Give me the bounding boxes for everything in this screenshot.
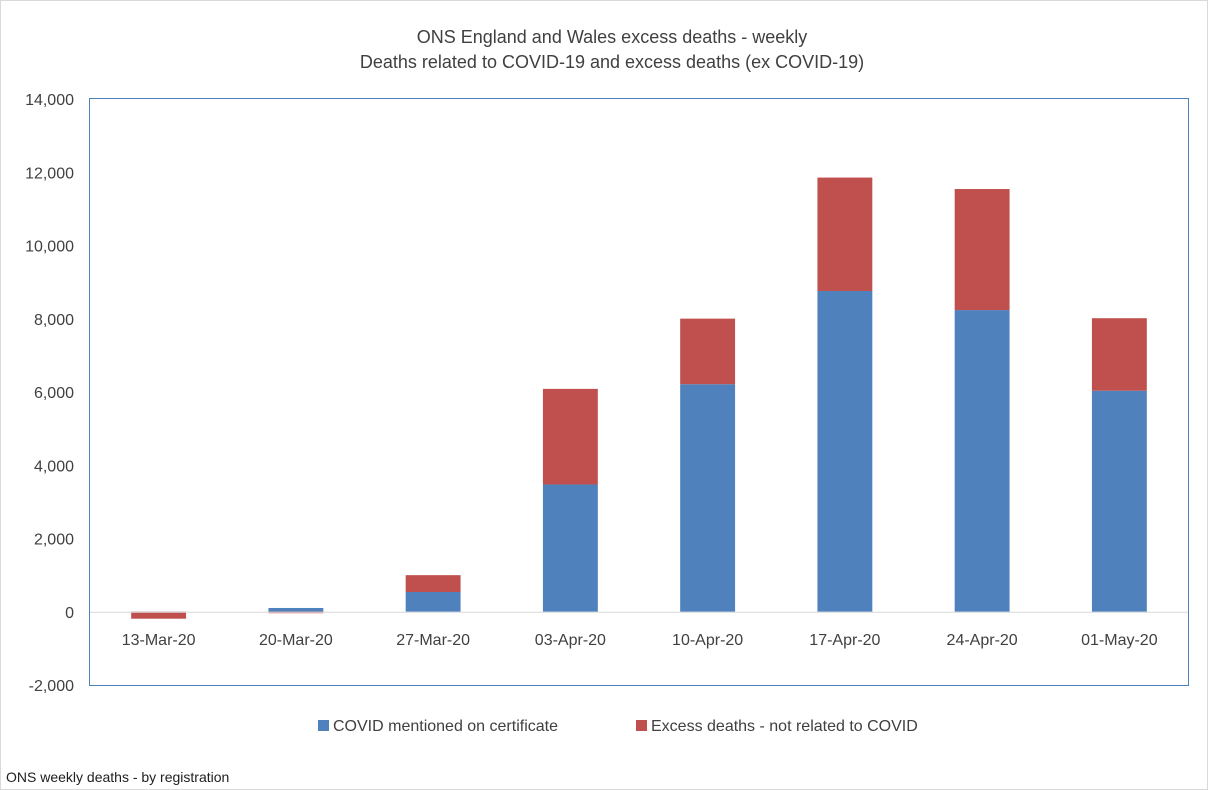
y-tick-label: -2,000 [29, 678, 74, 695]
plot-area-border [89, 98, 1189, 686]
chart-title: ONS England and Wales excess deaths - we… [417, 27, 808, 47]
bar-covid-4 [680, 384, 736, 612]
chart-subtitle: Deaths related to COVID-19 and excess de… [360, 52, 864, 72]
y-tick-label: 12,000 [25, 165, 74, 182]
bars-group [131, 177, 1147, 619]
legend-swatch-excess [636, 720, 647, 731]
bar-excess-6 [954, 189, 1010, 311]
bar-covid-1 [268, 607, 324, 612]
bar-excess-4 [680, 318, 736, 385]
y-tick-label: 6,000 [34, 385, 74, 402]
x-tick-label: 10-Apr-20 [672, 632, 743, 649]
legend-label-excess: Excess deaths - not related to COVID [651, 718, 918, 735]
x-tick-label: 27-Mar-20 [396, 632, 470, 649]
y-tick-label: 2,000 [34, 532, 74, 549]
source-note: ONS weekly deaths - by registration [6, 769, 229, 785]
x-tick-label: 13-Mar-20 [122, 632, 196, 649]
x-tick-label: 01-May-20 [1081, 632, 1158, 649]
legend-label-covid: COVID mentioned on certificate [333, 718, 558, 735]
y-axis: -2,000 0 2,000 4,000 6,000 8,000 10,000 12,000 1… [25, 92, 74, 695]
y-tick-label: 0 [65, 605, 74, 622]
x-axis: 13-Mar-20 20-Mar-20 27-Mar-20 03-Apr-20 10-A… [122, 632, 1158, 649]
x-tick-label: 20-Mar-20 [259, 632, 333, 649]
bar-excess-0 [131, 611, 187, 619]
y-tick-label: 10,000 [25, 239, 74, 256]
x-tick-label: 24-Apr-20 [947, 632, 1018, 649]
bar-excess-2 [405, 575, 461, 593]
bar-excess-7 [1091, 318, 1147, 391]
x-tick-label: 03-Apr-20 [535, 632, 606, 649]
y-tick-label: 8,000 [34, 312, 74, 329]
y-tick-label: 14,000 [25, 92, 74, 109]
bar-excess-5 [817, 177, 873, 291]
legend-swatch-covid [318, 720, 329, 731]
bar-covid-5 [817, 290, 873, 612]
bar-covid-6 [954, 310, 1010, 612]
y-tick-label: 4,000 [34, 458, 74, 475]
bar-covid-3 [542, 484, 598, 612]
x-tick-label: 17-Apr-20 [809, 632, 880, 649]
bar-excess-3 [542, 388, 598, 485]
bar-covid-2 [405, 592, 461, 612]
legend: COVID mentioned on certificate Excess de… [318, 718, 918, 735]
bar-covid-7 [1091, 390, 1147, 612]
